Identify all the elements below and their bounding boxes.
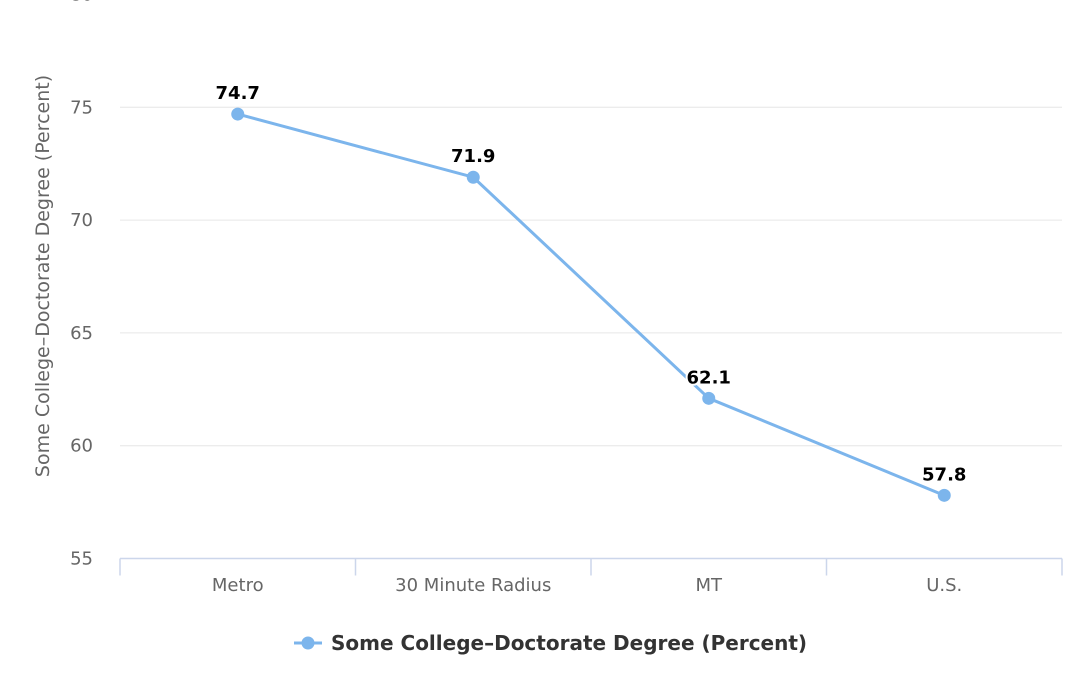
data-point[interactable] bbox=[937, 488, 951, 502]
legend[interactable]: Some College–Doctorate Degree (Percent) bbox=[294, 631, 807, 655]
x-tick-label: 30 Minute Radius bbox=[395, 575, 551, 596]
data-point[interactable] bbox=[702, 391, 716, 405]
data-label: 62.1 bbox=[687, 367, 731, 388]
y-tick-label: 55 bbox=[70, 549, 93, 570]
y-axis-tick-labels: 55 60 65 70 75 80 bbox=[70, 0, 93, 570]
series-line bbox=[236, 112, 946, 497]
y-axis-title: Some College–Doctorate Degree (Percent) bbox=[32, 75, 54, 477]
x-axis bbox=[119, 557, 1063, 576]
y-tick-label: 80 bbox=[70, 0, 93, 6]
x-tick-label: Metro bbox=[212, 575, 264, 596]
y-tick-label: 70 bbox=[70, 210, 93, 231]
legend-symbol-marker[interactable] bbox=[301, 636, 315, 650]
gridlines bbox=[120, 106, 1062, 447]
x-tick-label: U.S. bbox=[926, 575, 962, 596]
data-point[interactable] bbox=[466, 170, 480, 184]
legend-label[interactable]: Some College–Doctorate Degree (Percent) bbox=[331, 631, 807, 655]
x-axis-tick-labels: Metro 30 Minute Radius MT U.S. bbox=[212, 575, 962, 596]
series-group[interactable] bbox=[231, 107, 951, 502]
y-tick-label: 60 bbox=[70, 436, 93, 457]
data-label: 57.8 bbox=[922, 464, 966, 485]
data-label: 71.9 bbox=[451, 146, 495, 167]
y-tick-label: 65 bbox=[70, 323, 93, 344]
data-labels: 74.7 71.9 62.1 57.8 bbox=[214, 81, 969, 487]
data-point[interactable] bbox=[231, 107, 245, 121]
y-tick-label: 75 bbox=[70, 97, 93, 118]
x-tick-label: MT bbox=[695, 575, 723, 596]
data-label: 74.7 bbox=[216, 83, 260, 104]
